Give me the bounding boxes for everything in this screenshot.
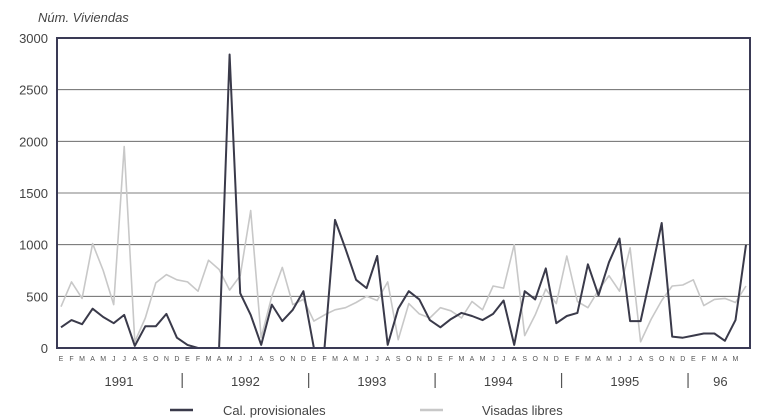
y-tick-3000: 3000 <box>19 31 48 46</box>
x-month-label: F <box>69 356 73 363</box>
x-month-label: N <box>543 356 548 363</box>
series-line-cal-provisionales <box>60 53 747 349</box>
x-year-label-1992: 1992 <box>231 374 260 389</box>
gridlines <box>57 89 750 297</box>
x-month-label: S <box>143 356 148 363</box>
x-month-label: F <box>322 356 326 363</box>
series-lines <box>60 53 747 349</box>
x-month-label: F <box>196 356 200 363</box>
x-month-label: A <box>638 356 643 363</box>
x-month-label: D <box>427 356 432 363</box>
y-tick-500: 500 <box>26 289 48 304</box>
y-tick-labels: 0 500 1000 1500 2000 2500 3000 <box>19 31 48 356</box>
x-month-label: A <box>343 356 348 363</box>
x-month-label: S <box>522 356 527 363</box>
x-month-label: N <box>417 356 422 363</box>
x-month-label: E <box>59 356 64 363</box>
x-month-label: O <box>153 356 159 363</box>
x-month-label: A <box>259 356 264 363</box>
x-month-label: J <box>365 356 369 363</box>
x-month-label: O <box>659 356 665 363</box>
x-year-label-1993: 1993 <box>357 374 386 389</box>
x-month-label: J <box>502 356 506 363</box>
x-month-label: A <box>596 356 601 363</box>
x-month-label: M <box>332 356 338 363</box>
legend: Cal. provisionales Visadas libres <box>170 403 563 418</box>
y-tick-2000: 2000 <box>19 134 48 149</box>
x-month-label: J <box>618 356 622 363</box>
y-tick-1500: 1500 <box>19 186 48 201</box>
x-month-label: M <box>606 356 612 363</box>
x-month-label: F <box>449 356 453 363</box>
x-month-label: E <box>438 356 443 363</box>
x-month-label: E <box>185 356 190 363</box>
x-month-label: S <box>649 356 654 363</box>
x-month-label: J <box>249 356 253 363</box>
x-year-label-1991: 1991 <box>105 374 134 389</box>
x-month-label: A <box>90 356 95 363</box>
x-year-label-96: 96 <box>713 374 727 389</box>
x-month-label: E <box>691 356 696 363</box>
x-month-label: J <box>491 356 495 363</box>
x-month-label: M <box>79 356 85 363</box>
x-month-label: M <box>353 356 359 363</box>
y-tick-1000: 1000 <box>19 238 48 253</box>
x-month-label: D <box>554 356 559 363</box>
x-month-label: M <box>711 356 717 363</box>
x-month-label: A <box>217 356 222 363</box>
x-month-label: O <box>280 356 286 363</box>
y-tick-2500: 2500 <box>19 83 48 98</box>
x-month-label: M <box>100 356 106 363</box>
x-month-label: A <box>723 356 728 363</box>
legend-label-cal-provisionales: Cal. provisionales <box>223 403 326 418</box>
x-month-label: E <box>312 356 317 363</box>
x-month-label: A <box>132 356 137 363</box>
y-tick-0: 0 <box>41 341 48 356</box>
plot-frame <box>56 37 751 349</box>
x-month-label: M <box>227 356 233 363</box>
x-month-label: D <box>680 356 685 363</box>
x-month-label: N <box>164 356 169 363</box>
x-month-label: A <box>385 356 390 363</box>
x-month-label: D <box>174 356 179 363</box>
x-month-label: S <box>269 356 274 363</box>
x-month-label: J <box>238 356 242 363</box>
x-month-label: M <box>585 356 591 363</box>
x-month-label: M <box>206 356 212 363</box>
legend-label-visadas-libres: Visadas libres <box>482 403 563 418</box>
x-month-label: F <box>575 356 579 363</box>
x-month-label: A <box>512 356 517 363</box>
x-month-label: J <box>122 356 126 363</box>
x-month-label: O <box>533 356 539 363</box>
x-month-label: M <box>733 356 739 363</box>
x-month-label: F <box>702 356 706 363</box>
x-month-label: M <box>459 356 465 363</box>
series-line-visadas-libres <box>60 145 747 343</box>
x-year-label-1994: 1994 <box>484 374 513 389</box>
x-month-label: A <box>470 356 475 363</box>
x-month-label: J <box>112 356 116 363</box>
x-month-label: S <box>396 356 401 363</box>
x-year-label-1995: 1995 <box>610 374 639 389</box>
x-month-label: N <box>290 356 295 363</box>
x-month-label: N <box>670 356 675 363</box>
x-month-label: J <box>628 356 632 363</box>
x-month-label: D <box>301 356 306 363</box>
x-month-label: O <box>406 356 412 363</box>
x-month-label: M <box>480 356 486 363</box>
x-month-label: J <box>375 356 379 363</box>
x-month-label: E <box>565 356 570 363</box>
y-axis-title: Núm. Viviendas <box>38 10 129 25</box>
